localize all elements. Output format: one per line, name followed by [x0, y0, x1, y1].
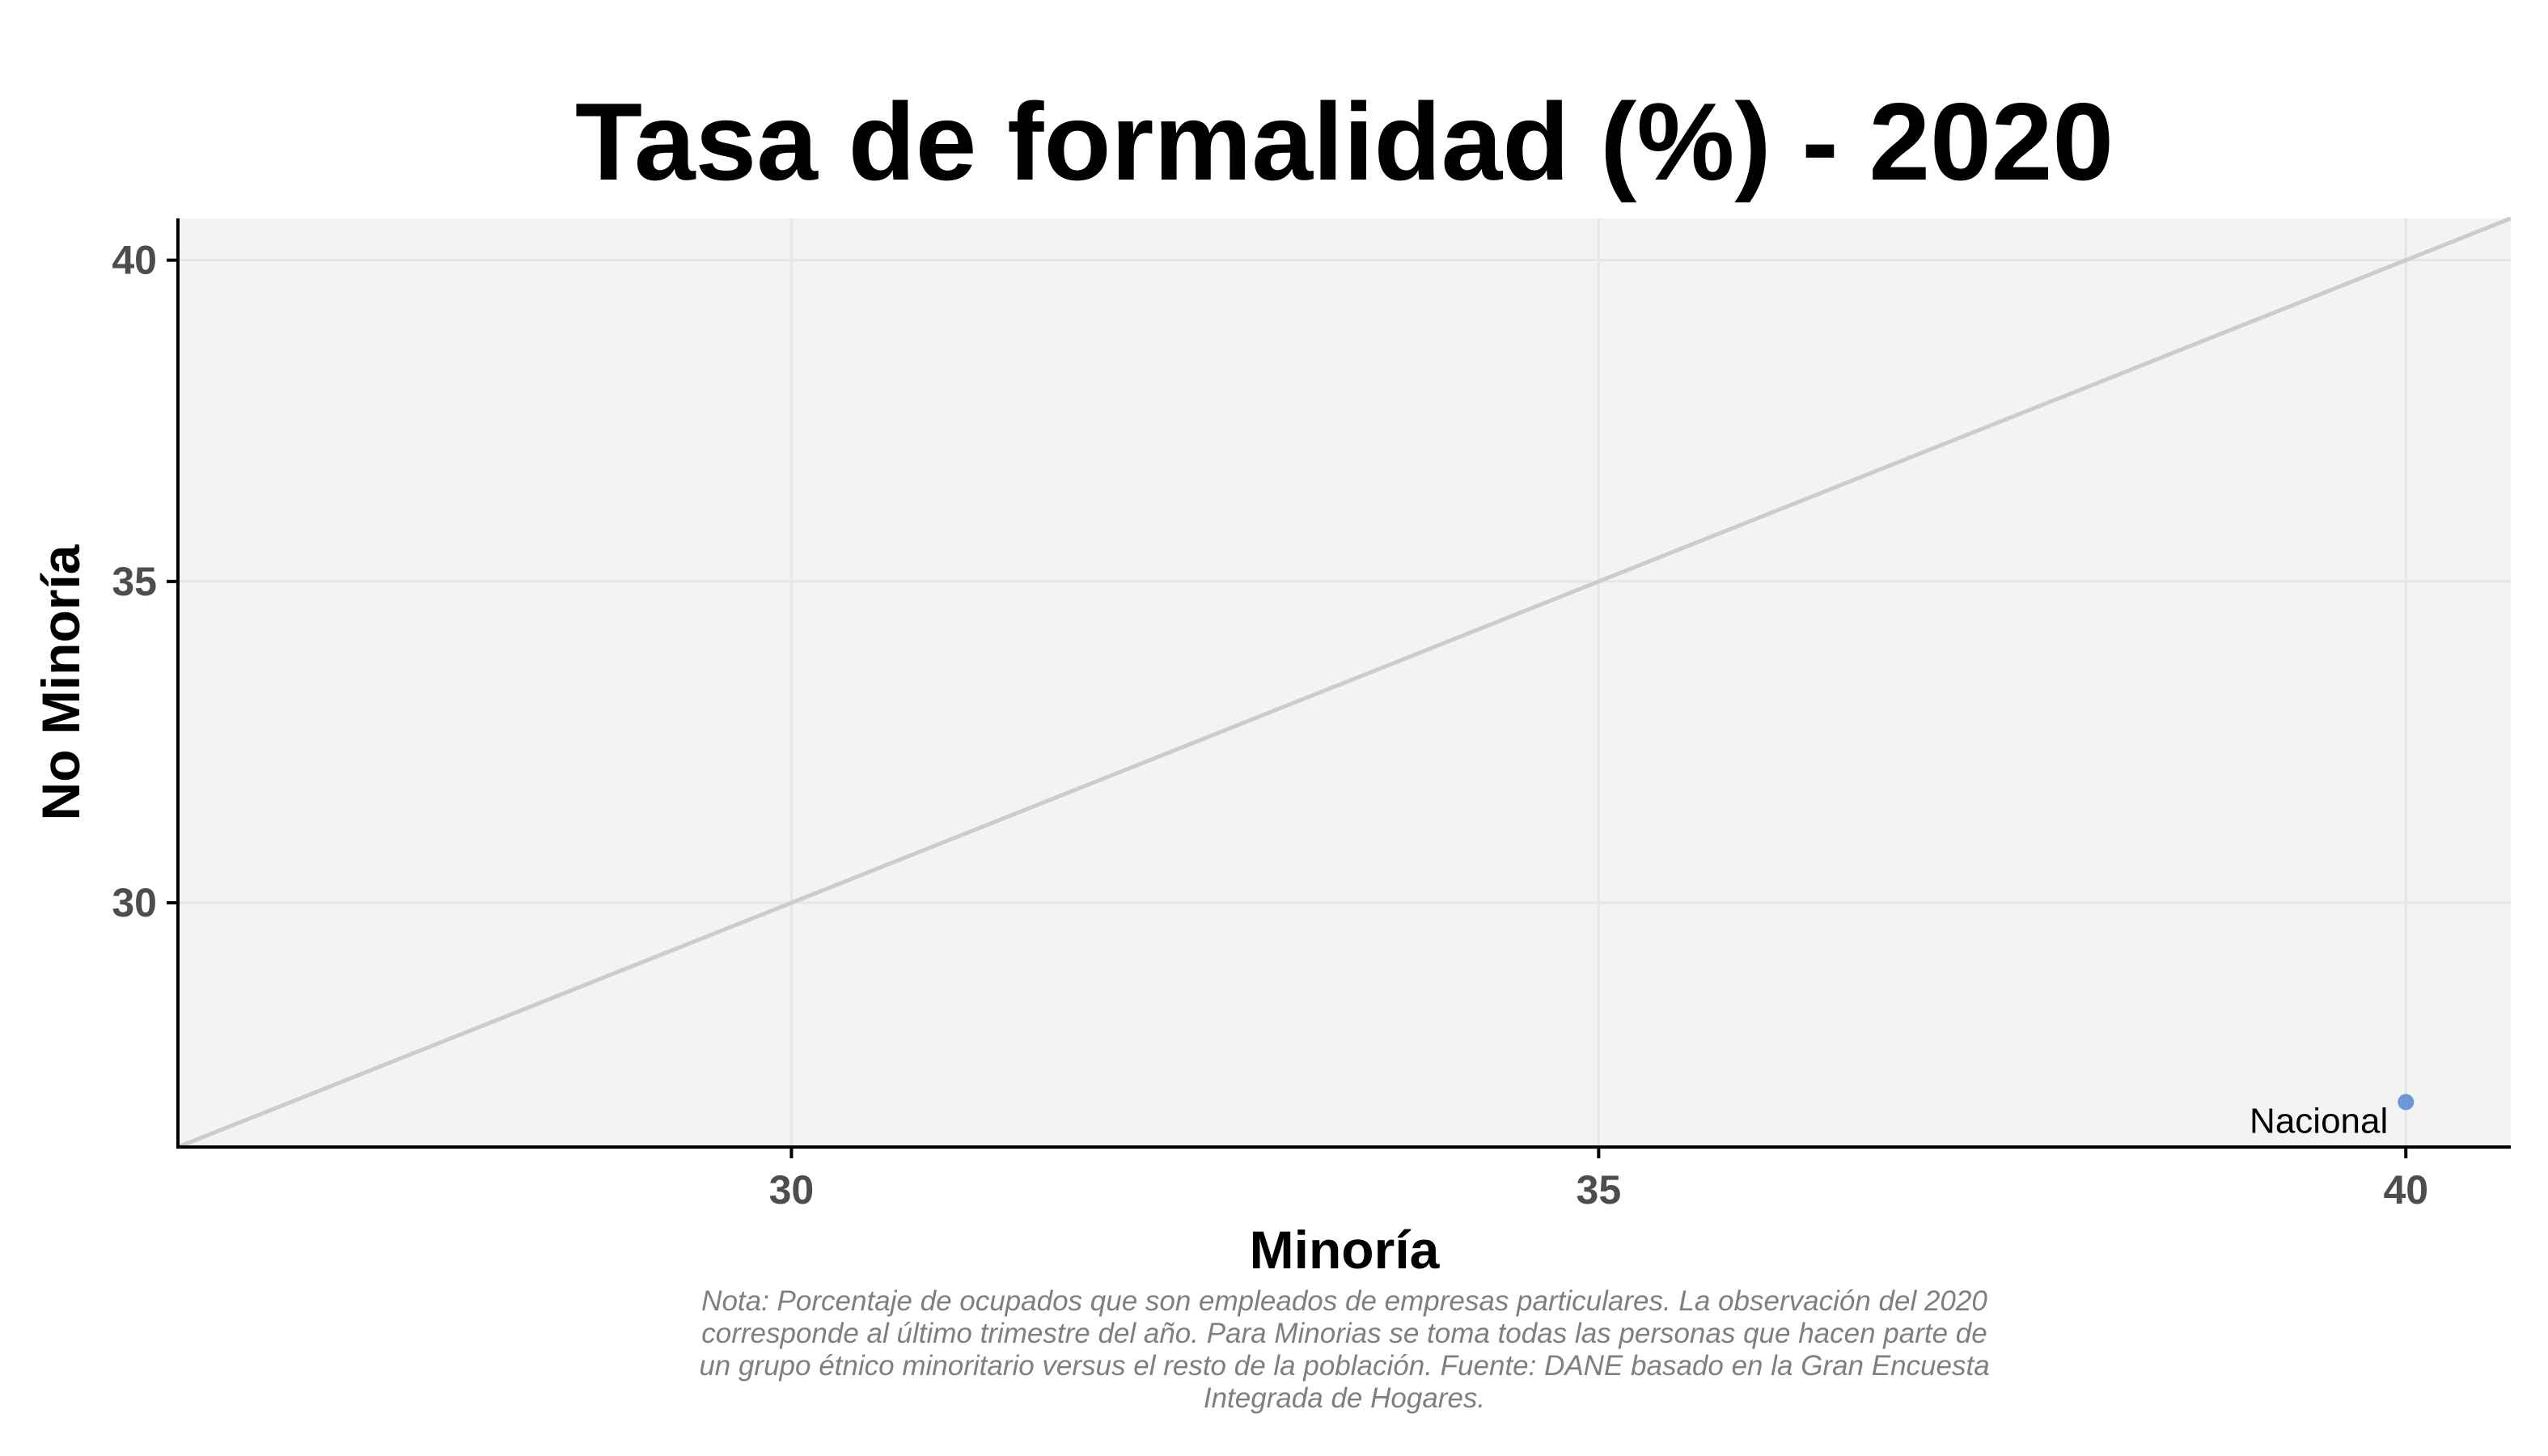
footnote-line: corresponde al último trimestre del año.… — [701, 1318, 1987, 1349]
x-tick-label: 35 — [1577, 1167, 1622, 1213]
footnote: Nota: Porcentaje de ocupados que son emp… — [699, 1285, 1989, 1414]
data-point — [2398, 1094, 2415, 1111]
grid-lines — [178, 218, 2511, 1147]
footnote-line: Integrada de Hogares. — [1204, 1382, 1485, 1414]
footnote-line: Nota: Porcentaje de ocupados que son emp… — [701, 1285, 1987, 1317]
footnote-line: un grupo étnico minoritario versus el re… — [699, 1350, 1989, 1382]
x-tick-label: 30 — [769, 1167, 815, 1213]
data-point-label: Nacional — [2250, 1101, 2388, 1141]
y-tick-label: 35 — [112, 559, 157, 604]
data-points: Nacional — [2250, 1094, 2415, 1141]
y-axis-title: No Minoría — [31, 544, 91, 820]
y-tick-label: 40 — [112, 238, 157, 283]
x-axis-ticks: 30 35 40 — [769, 1147, 2428, 1213]
y-tick-label: 30 — [112, 880, 157, 925]
reference-line — [177, 216, 2512, 1149]
x-tick-label: 40 — [2383, 1167, 2428, 1213]
y-axis-ticks: 30 35 40 — [112, 238, 178, 925]
x-axis-title: Minoría — [1250, 1220, 1441, 1280]
chart-title: Tasa de formalidad (%) - 2020 — [575, 80, 2114, 203]
